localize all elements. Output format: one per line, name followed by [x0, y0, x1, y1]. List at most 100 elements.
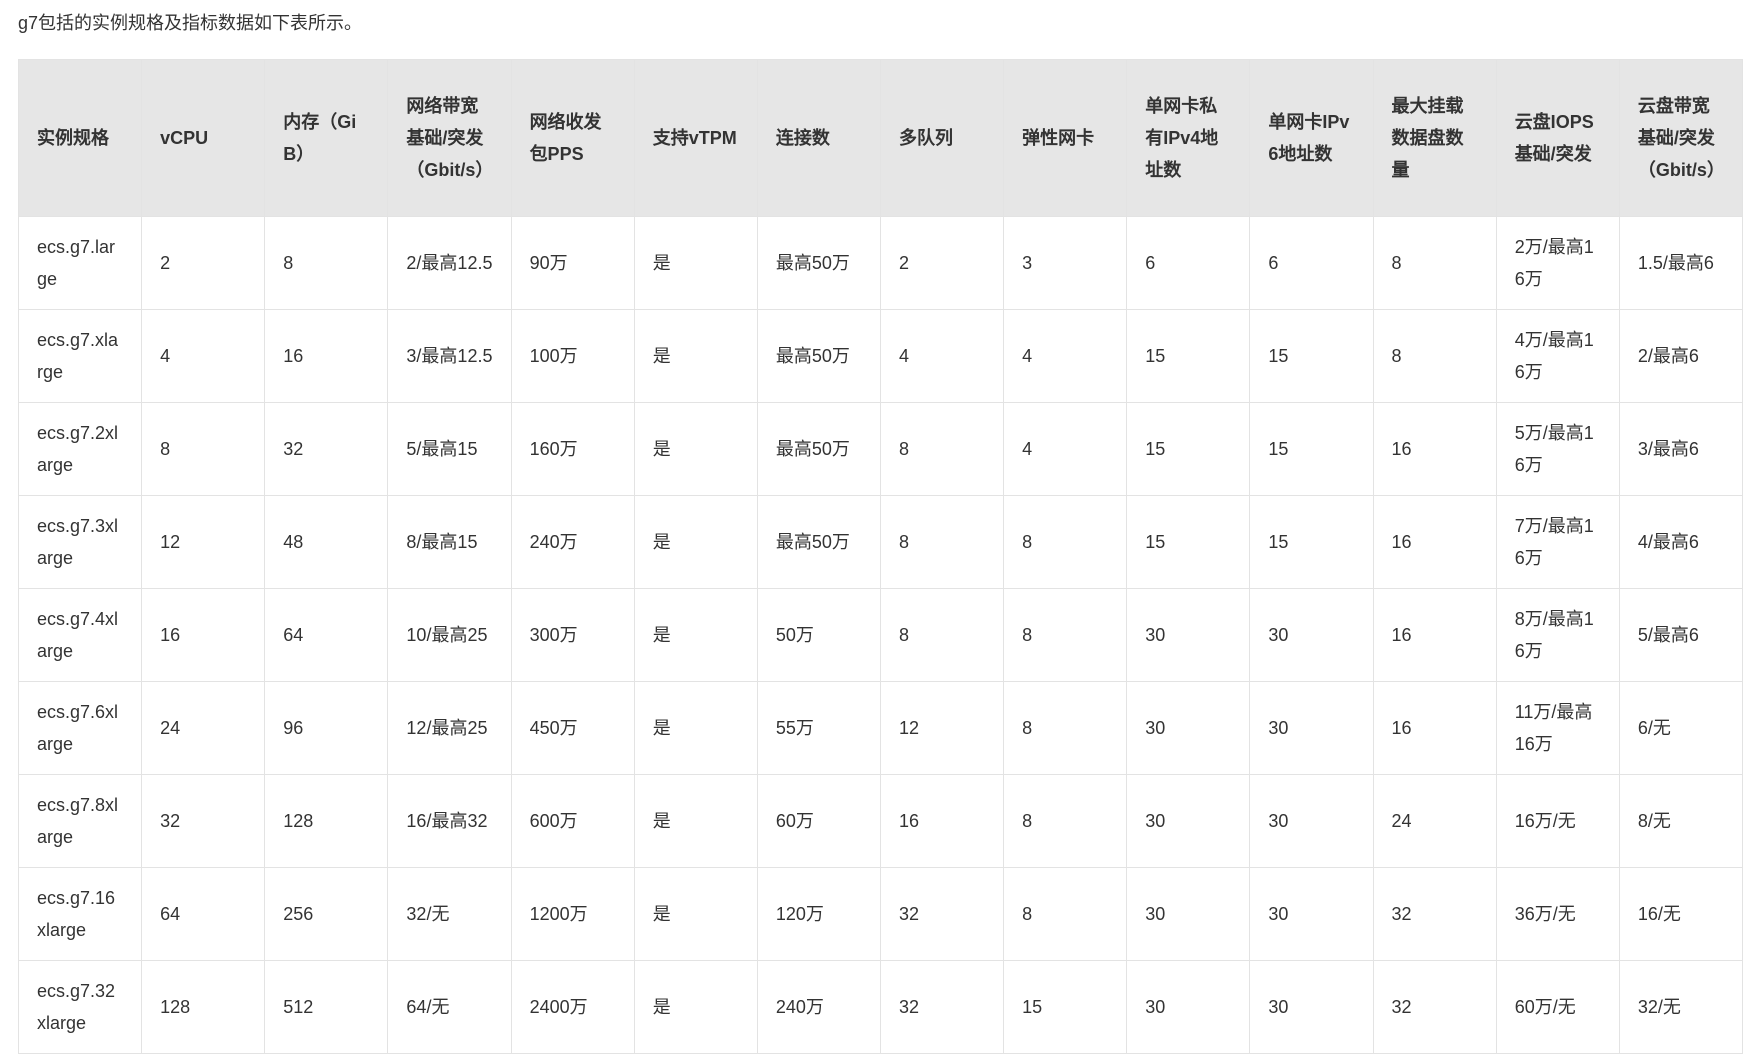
table-cell: 64/无 — [387, 960, 512, 1054]
table-cell: 8 — [1372, 216, 1497, 310]
table-cell: 3/最高12.5 — [387, 309, 512, 403]
table-cell: 128 — [141, 960, 266, 1054]
table-cell: 1.5/最高6 — [1618, 216, 1744, 310]
table-cell: ecs.g7.2xlarge — [17, 402, 143, 496]
column-header: 单网卡IPv6地址数 — [1249, 59, 1374, 217]
table-cell: 55万 — [756, 681, 881, 775]
table-row: ecs.g7.3xlarge 12 48 8/最高15 240万是最高50万 8 8 15 15… — [17, 495, 1744, 589]
column-header: 支持vTPM — [633, 59, 758, 217]
table-cell: 160万 — [510, 402, 635, 496]
table-cell: 60万/无 — [1495, 960, 1620, 1054]
table-cell: 15 — [1249, 402, 1374, 496]
table-cell: 8 — [1003, 681, 1128, 775]
table-cell: 16 — [264, 309, 389, 403]
table-cell: 最高50万 — [756, 216, 881, 310]
column-header: 云盘带宽基础/突发（Gbit/s） — [1618, 59, 1744, 217]
table-cell: 16 — [1372, 495, 1497, 589]
table-cell: 6 — [1126, 216, 1251, 310]
table-row: ecs.g7.32xlarge 128 512 64/无 2400万是 240万 32 15 3… — [17, 960, 1744, 1054]
column-header: 最大挂载数据盘数量 — [1372, 59, 1497, 217]
table-cell: 3 — [1003, 216, 1128, 310]
table-cell: 2/最高6 — [1618, 309, 1744, 403]
table-cell: 32 — [1372, 867, 1497, 961]
table-cell: 16/无 — [1618, 867, 1744, 961]
table-cell: 4万/最高16万 — [1495, 309, 1620, 403]
table-cell: 30 — [1126, 681, 1251, 775]
table-cell: 6/无 — [1618, 681, 1744, 775]
table-cell: 256 — [264, 867, 389, 961]
table-body: ecs.g7.large 2 8 2/最高12.5 90万是最高50万 2 3 6 6 8 2万/最… — [17, 216, 1744, 1054]
table-row: ecs.g7.4xlarge 16 64 10/最高25 300万是 50万 8 8 30 30 1… — [17, 588, 1744, 682]
table-cell: 32 — [141, 774, 266, 868]
table-cell: 48 — [264, 495, 389, 589]
table-cell: 128 — [264, 774, 389, 868]
table-row: ecs.g7.large 2 8 2/最高12.5 90万是最高50万 2 3 6 6 8 2万/最… — [17, 216, 1744, 310]
table-cell: 8 — [1003, 495, 1128, 589]
column-header: 连接数 — [756, 59, 881, 217]
table-cell: 90万 — [510, 216, 635, 310]
table-cell: 15 — [1249, 309, 1374, 403]
column-header: vCPU — [141, 59, 266, 217]
table-cell: 8 — [1003, 588, 1128, 682]
column-header: 单网卡私有IPv4地址数 — [1126, 59, 1251, 217]
table-cell: 7万/最高16万 — [1495, 495, 1620, 589]
table-cell: ecs.g7.large — [17, 216, 143, 310]
table-cell: 600万 — [510, 774, 635, 868]
table-cell: 最高50万 — [756, 495, 881, 589]
table-cell: 240万 — [756, 960, 881, 1054]
table-cell: 450万 — [510, 681, 635, 775]
table-cell: 2/最高12.5 — [387, 216, 512, 310]
table-cell: 3/最高6 — [1618, 402, 1744, 496]
table-cell: 15 — [1126, 309, 1251, 403]
table-cell: 8 — [879, 495, 1005, 589]
table-cell: 30 — [1126, 774, 1251, 868]
table-cell: 32 — [879, 867, 1005, 961]
table-cell: 512 — [264, 960, 389, 1054]
table-row: ecs.g7.2xlarge 8 32 5/最高15 160万是最高50万 8 4 15 15 1… — [17, 402, 1744, 496]
column-header: 弹性网卡 — [1003, 59, 1128, 217]
table-cell: 4 — [141, 309, 266, 403]
table-cell: 30 — [1249, 960, 1374, 1054]
table-cell: 12 — [879, 681, 1005, 775]
table-cell: 60万 — [756, 774, 881, 868]
table-cell: 30 — [1126, 588, 1251, 682]
table-cell: 16/最高32 — [387, 774, 512, 868]
table-cell: 12/最高25 — [387, 681, 512, 775]
table-cell: 15 — [1126, 402, 1251, 496]
table-row: ecs.g7.16xlarge 64 256 32/无 1200万是 120万 32 8 30 3… — [17, 867, 1744, 961]
table-cell: 是 — [633, 681, 758, 775]
table-cell: 2 — [141, 216, 266, 310]
instance-spec-table: 实例规格 vCPU 内存（GiB） 网络带宽基础/突发（Gbit/s） 网络收发包PPS… — [17, 59, 1744, 1054]
table-row: ecs.g7.6xlarge 24 96 12/最高25 450万是 55万 12 8 30 30… — [17, 681, 1744, 775]
table-cell: 5/最高15 — [387, 402, 512, 496]
column-header: 云盘IOPS基础/突发 — [1495, 59, 1620, 217]
table-cell: 30 — [1249, 588, 1374, 682]
table-cell: 是 — [633, 216, 758, 310]
table-cell: 4/最高6 — [1618, 495, 1744, 589]
table-cell: 11万/最高16万 — [1495, 681, 1620, 775]
table-cell: 4 — [1003, 309, 1128, 403]
table-cell: 96 — [264, 681, 389, 775]
table-cell: 5万/最高16万 — [1495, 402, 1620, 496]
table-cell: 是 — [633, 309, 758, 403]
table-cell: 16 — [1372, 402, 1497, 496]
table-cell: 是 — [633, 774, 758, 868]
table-cell: 5/最高6 — [1618, 588, 1744, 682]
table-cell: 30 — [1249, 774, 1374, 868]
table-cell: 最高50万 — [756, 402, 881, 496]
table-cell: 32/无 — [1618, 960, 1744, 1054]
table-cell: 16 — [141, 588, 266, 682]
table-cell: 64 — [264, 588, 389, 682]
table-cell: 8 — [879, 402, 1005, 496]
column-header: 网络带宽基础/突发（Gbit/s） — [387, 59, 512, 217]
table-cell: 16万/无 — [1495, 774, 1620, 868]
table-cell: 15 — [1126, 495, 1251, 589]
column-header: 多队列 — [879, 59, 1005, 217]
table-cell: 32 — [879, 960, 1005, 1054]
table-cell: 16 — [879, 774, 1005, 868]
table-cell: 是 — [633, 588, 758, 682]
table-cell: 8 — [1372, 309, 1497, 403]
table-cell: 30 — [1249, 867, 1374, 961]
table-row: ecs.g7.xlarge 4 16 3/最高12.5 100万是最高50万 4 4 15 15… — [17, 309, 1744, 403]
table-cell: 36万/无 — [1495, 867, 1620, 961]
